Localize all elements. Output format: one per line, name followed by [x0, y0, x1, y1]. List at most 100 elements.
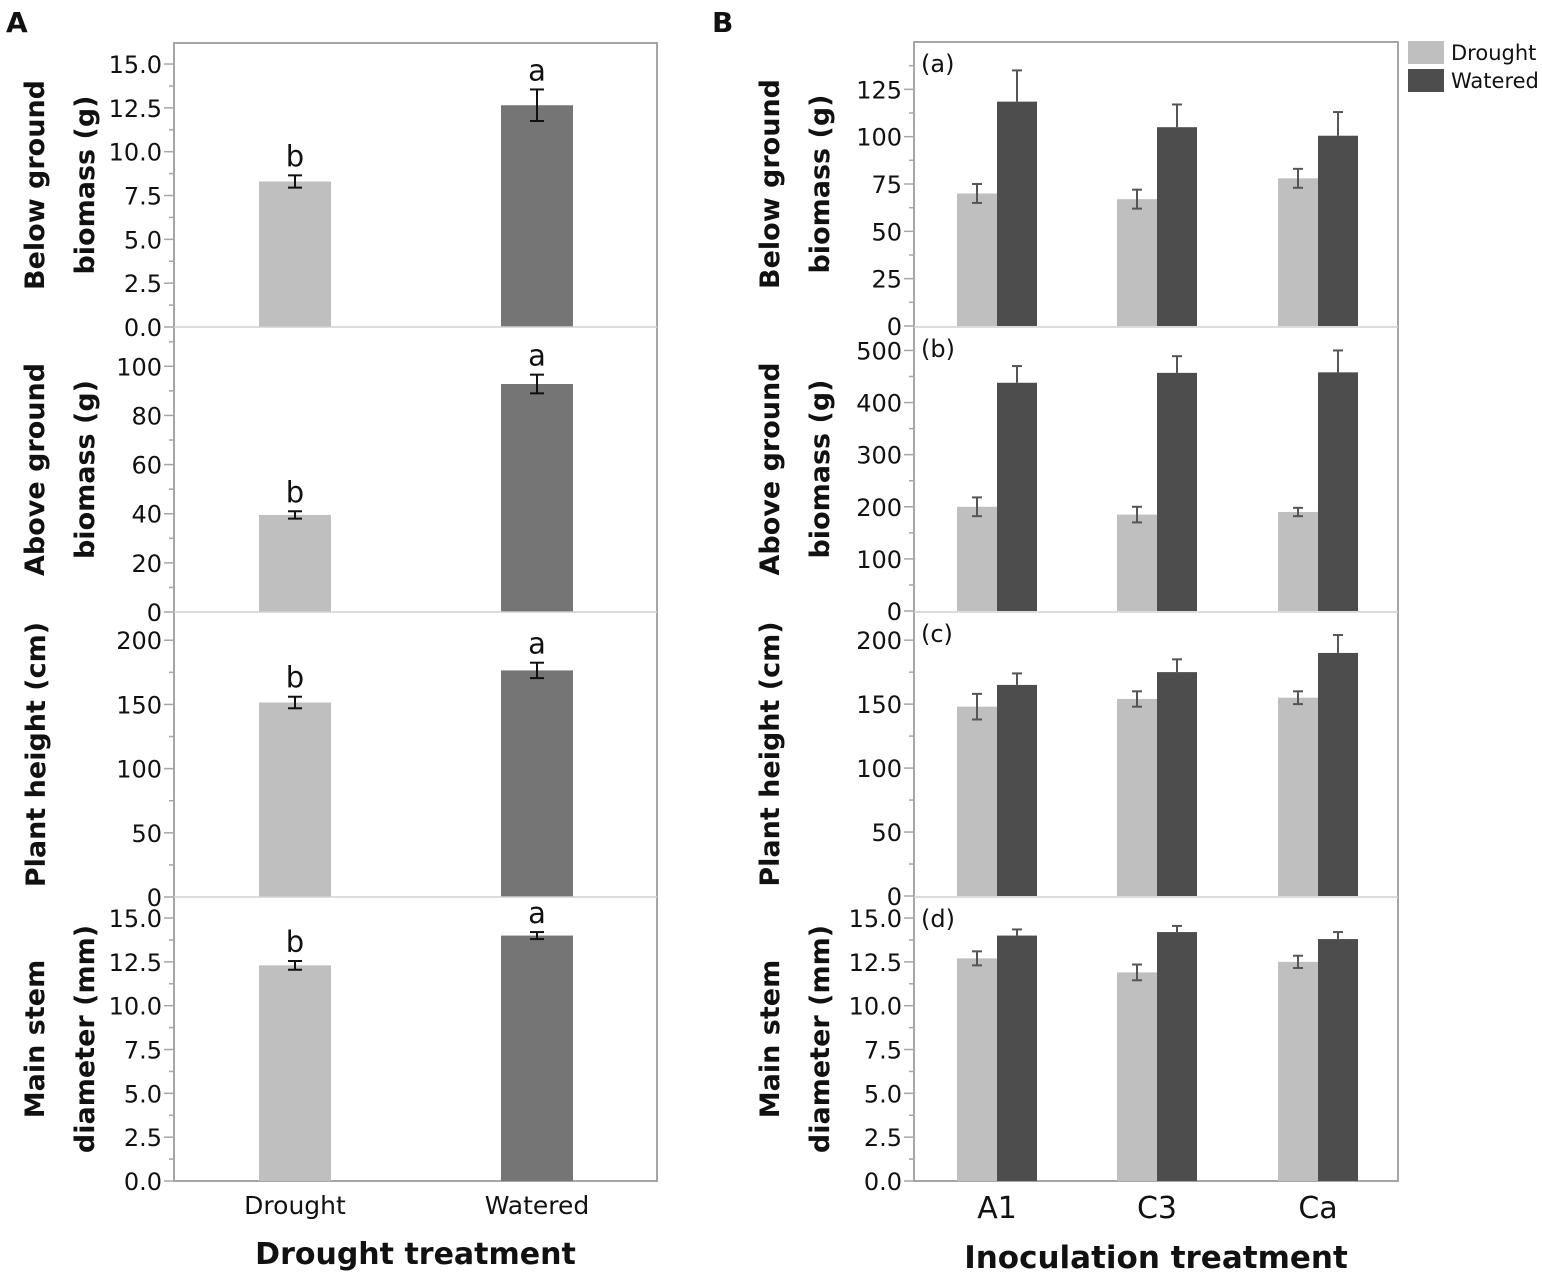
panel-b-ylabel-0: Below ground biomass (g)	[755, 79, 836, 289]
panel-a-bar-watered	[501, 105, 573, 328]
panel-b-bar-drought	[957, 506, 997, 611]
panel-b-subplot-tag: (b)	[921, 335, 955, 363]
panel-a-subplot-0-tick-label: 0.0	[124, 314, 162, 342]
panel-b-bar-drought	[1117, 698, 1157, 896]
legend-swatch-watered	[1408, 69, 1444, 92]
panel-a-significance-letter: b	[286, 925, 304, 959]
panel-b-subplot-1-tick-label: 300	[856, 442, 902, 470]
panel-b-subplot-1-tick-label: 400	[856, 390, 902, 418]
panel-a-subplot-3-tick-label: 12.5	[109, 949, 162, 977]
panel-a-significance-letter: b	[286, 661, 304, 695]
panel-a-subplot-1-tick-label: 80	[131, 402, 162, 430]
panel-a-subplot-3-tick-label: 5.0	[124, 1080, 162, 1108]
panel-b-subplot-3-tick-label: 10.0	[849, 993, 902, 1021]
panel-b-subplot-0-tick-label: 75	[871, 171, 902, 199]
panel-b-ylabel-2-line: Plant height (cm)	[755, 621, 786, 886]
panel-a-ylabel-0: Below ground biomass (g)	[20, 80, 101, 290]
panel-b-subplot-2-tick-label: 200	[856, 627, 902, 655]
panel-a-category-label: Drought	[244, 1191, 346, 1220]
panel-a-bar-drought	[259, 965, 331, 1181]
panel-a-ylabel-0-line: biomass (g)	[70, 95, 101, 274]
panel-b-bar-drought	[1278, 961, 1318, 1181]
panel-b-subplot-2-tick-label: 150	[856, 691, 902, 719]
legend-label-drought: Drought	[1451, 41, 1536, 65]
panel-a-ylabel-3: Main stem diameter (mm)	[20, 925, 101, 1153]
panel-a-ylabel-1-line: Above ground	[20, 363, 51, 576]
panel-a-ylabel-1-line: biomass (g)	[70, 380, 101, 559]
panel-b-subplot-1-tick-label: 500	[856, 337, 902, 365]
panel-a-bar-drought	[259, 181, 331, 327]
panel-b-bar-drought	[957, 958, 997, 1181]
panel-a-subplot-3-tick-label: 0.0	[124, 1168, 162, 1196]
panel-b-bar-watered	[1157, 372, 1197, 611]
panel-b-subplot-tag: (c)	[921, 620, 953, 648]
panel-b-bar-watered	[1157, 672, 1197, 896]
panel-b-ylabel-0-line: biomass (g)	[805, 94, 836, 273]
panel-a-subplot-0-tick-label: 12.5	[109, 95, 162, 123]
panel-b-bar-watered	[1318, 652, 1358, 896]
panel-a-bar-drought	[259, 514, 331, 612]
panel-label-a: A	[6, 6, 28, 39]
panel-a-ylabel-2: Plant height (cm)	[21, 622, 52, 887]
panel-b-subplot-tag: (a)	[921, 50, 954, 78]
panel-b-bar-watered	[1318, 372, 1358, 611]
panel-a-ylabel-0-line: Below ground	[20, 80, 51, 290]
panel-a-subplot-3-tick-label: 7.5	[124, 1037, 162, 1065]
panel-b-ylabel-3-line: diameter (mm)	[805, 925, 836, 1153]
panel-a-subplot-3-tick-label: 2.5	[124, 1124, 162, 1152]
panel-b-bar-drought	[1278, 697, 1318, 896]
panel-a-ylabel-3-line: diameter (mm)	[70, 925, 101, 1153]
panel-a-xlabel: Drought treatment	[255, 1237, 576, 1272]
panel-a-subplot-1-tick-label: 0	[147, 599, 162, 627]
legend-label-watered: Watered	[1451, 69, 1539, 93]
panel-a-subplot-1-tick-label: 20	[131, 550, 162, 578]
panel-b-ylabel-3-line: Main stem	[755, 960, 786, 1118]
panel-a-significance-letter: a	[528, 627, 546, 661]
panel-a-significance-letter: a	[528, 339, 546, 373]
panel-a-subplot-3-tick-label: 15.0	[109, 905, 162, 933]
panel-b-subplot-3-tick-label: 15.0	[849, 905, 902, 933]
panel-b-bar-watered	[997, 101, 1037, 326]
panel-a-significance-letter: b	[286, 475, 304, 509]
panel-a-bar-watered	[501, 670, 573, 897]
panel-b-bar-watered	[997, 382, 1037, 611]
panel-b-category-label: C3	[1137, 1191, 1177, 1226]
panel-b-ylabel-0-line: Below ground	[755, 79, 786, 289]
legend-swatch-drought	[1408, 41, 1444, 64]
panel-a-subplot-0-tick-label: 2.5	[124, 270, 162, 298]
panel-a-significance-letter: b	[286, 139, 304, 173]
panel-label-b: B	[712, 6, 733, 39]
panel-b-bar-watered	[997, 684, 1037, 896]
panel-b-bar-drought	[957, 193, 997, 326]
panel-a-category-label: Watered	[485, 1191, 590, 1220]
panel-a-ylabel-2-line: Plant height (cm)	[21, 622, 52, 887]
panel-a-bar-drought	[259, 702, 331, 897]
panel-b-ylabel-1-line: biomass (g)	[805, 379, 836, 558]
panel-a-subplot-0-tick-label: 5.0	[124, 226, 162, 254]
panel-a-subplot-2-tick-label: 0	[147, 884, 162, 912]
panel-b-bar-watered	[1318, 135, 1358, 326]
panel-b-xlabel: Inoculation treatment	[964, 1240, 1348, 1276]
panel-a-subplot-0-tick-label: 15.0	[109, 51, 162, 79]
panel-b-bar-watered	[997, 935, 1037, 1181]
panel-a-subplot-0-tick-label: 7.5	[124, 183, 162, 211]
panel-b-subplot-2-tick-label: 0	[887, 883, 902, 911]
panel-b-bar-drought	[1117, 972, 1157, 1181]
panel-b-subplot-0-tick-label: 100	[856, 124, 902, 152]
panel-b-bar-watered	[1157, 127, 1197, 326]
panel-a-bar-watered	[501, 935, 573, 1181]
panel-b-subplot-3-tick-label: 12.5	[849, 949, 902, 977]
panel-a-subplot-3-tick-label: 10.0	[109, 993, 162, 1021]
panel-b-subplot-3-tick-label: 2.5	[864, 1124, 902, 1152]
panel-a-significance-letter: a	[528, 896, 546, 930]
panel-a-subplot-2-tick-label: 100	[116, 756, 162, 784]
panel-a-subplot-1-tick-label: 60	[131, 452, 162, 480]
panel-b-subplot-0-tick-label: 50	[871, 218, 902, 246]
panel-a-subplot-2-tick-label: 50	[131, 820, 162, 848]
panel-b-ylabel-2: Plant height (cm)	[755, 621, 786, 886]
panel-b-bar-drought	[1278, 511, 1318, 611]
panel-b-subplot-tag: (d)	[921, 905, 955, 933]
panel-a-subplot-1-tick-label: 100	[116, 353, 162, 381]
panel-a-subplot-2-tick-label: 200	[116, 627, 162, 655]
